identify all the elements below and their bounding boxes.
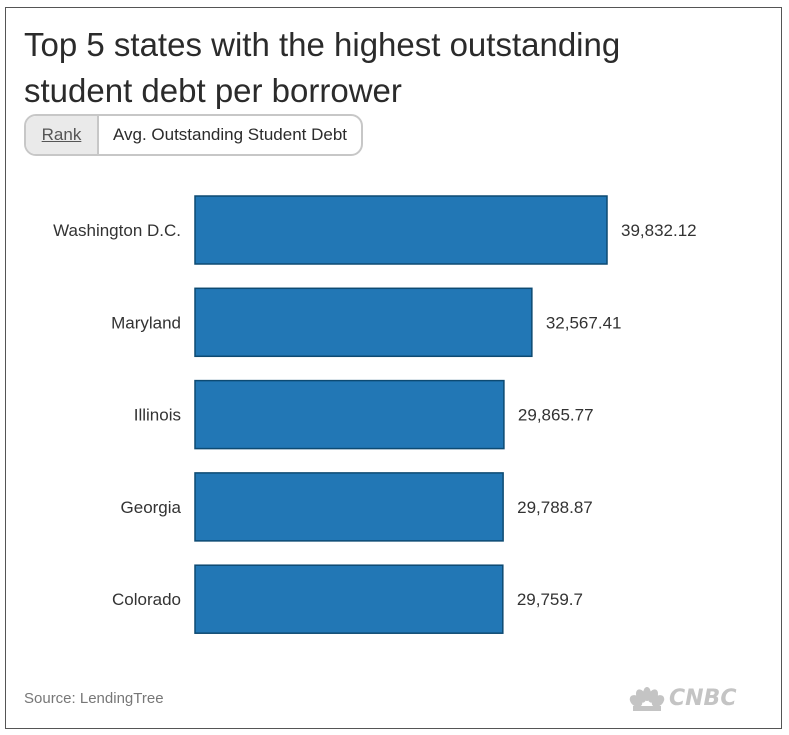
value-label: 29,759.7 <box>517 590 583 609</box>
category-label: Washington D.C. <box>53 221 181 240</box>
value-label: 29,865.77 <box>518 406 594 425</box>
rank-sort-button[interactable]: Rank <box>26 116 99 154</box>
bar-illinois[interactable] <box>194 379 505 450</box>
chart-title: Top 5 states with the highest outstandin… <box>24 26 621 109</box>
value-label: 39,832.12 <box>621 221 697 240</box>
sort-toggle: Rank Avg. Outstanding Student Debt <box>24 114 363 156</box>
value-label: 32,567.41 <box>546 313 622 332</box>
bar-colorado[interactable] <box>194 564 504 634</box>
value-label: 29,788.87 <box>517 498 593 517</box>
category-label: Colorado <box>112 590 181 609</box>
logo-text: CNBC <box>669 686 737 711</box>
category-label: Maryland <box>111 313 181 332</box>
bar-georgia[interactable] <box>194 472 504 542</box>
bar-maryland[interactable] <box>194 287 533 358</box>
bar-washington-d-c[interactable] <box>194 195 608 265</box>
source-note: Source: LendingTree <box>24 690 164 707</box>
avg-debt-sort-button[interactable]: Avg. Outstanding Student Debt <box>112 125 348 144</box>
peacock-icon <box>629 686 665 711</box>
cnbc-logo: CNBC <box>629 686 736 711</box>
category-label: Illinois <box>134 406 181 425</box>
category-label: Georgia <box>121 498 182 517</box>
